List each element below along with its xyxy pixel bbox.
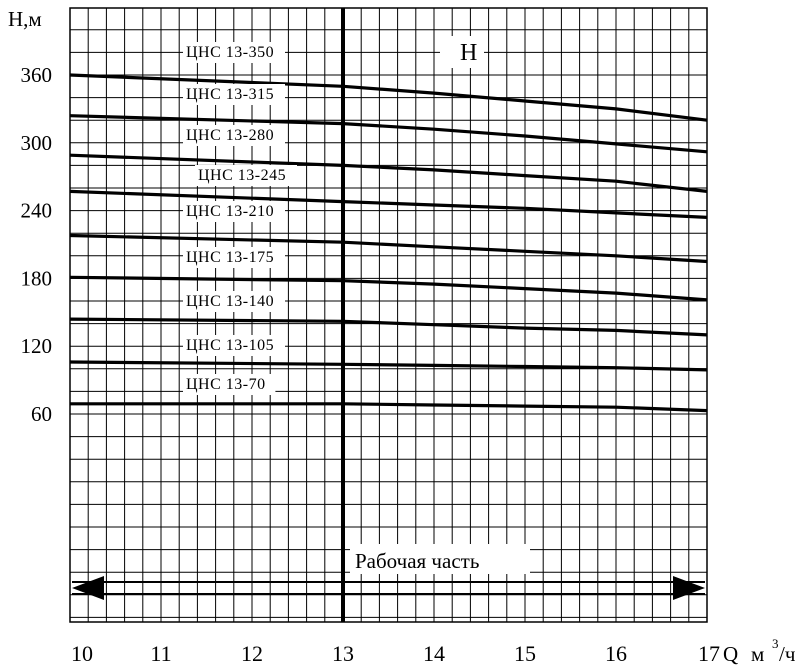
curve-label-bg <box>183 42 285 63</box>
x-tick-label: 17 <box>698 641 720 666</box>
head-curve <box>69 233 708 264</box>
curve-label-bg <box>183 291 285 312</box>
curve-label: ЦНС 13-280 <box>186 127 274 144</box>
curve-label-bg <box>183 84 285 105</box>
range-label-bg <box>350 544 530 574</box>
curve-title: H <box>460 40 477 66</box>
x-tick-label: 11 <box>150 641 171 666</box>
x-axis-label: Q м 3 /ч <box>723 636 796 666</box>
curve-label: ЦНС 13-210 <box>186 203 274 220</box>
curve-label-bg <box>183 335 285 356</box>
y-tick-label: 60 <box>31 402 52 426</box>
curve-title-bg <box>440 36 484 68</box>
curve-label: ЦНС 13-315 <box>186 86 274 103</box>
curve-label: ЦНС 13-70 <box>186 376 266 393</box>
x-axis-label-q: Q <box>723 642 738 666</box>
x-tick-label: 12 <box>241 641 263 666</box>
x-tick-label: 10 <box>71 641 93 666</box>
curve-label-bg <box>183 201 285 222</box>
plot-frame <box>69 7 708 623</box>
curve-label-bg <box>183 247 285 268</box>
x-axis-label-exp: 3 <box>772 636 779 651</box>
y-axis-label: H,м <box>8 7 42 31</box>
head-curves <box>69 73 708 413</box>
head-curve <box>69 275 708 302</box>
y-tick-label: 240 <box>21 199 53 223</box>
curve-label-bg <box>195 165 297 186</box>
curve-label: ЦНС 13-140 <box>186 293 274 310</box>
head-curve <box>69 360 708 372</box>
y-tick-label: 300 <box>21 131 53 155</box>
curve-label-bg <box>183 374 276 395</box>
range-label: Рабочая часть <box>355 549 479 573</box>
y-tick-label: 360 <box>21 63 53 87</box>
tick-labels: 10 11 12 13 14 15 16 17 60 120 180 240 300 360 <box>21 63 721 666</box>
x-axis-label-tail: /ч <box>779 642 796 666</box>
head-curve <box>69 73 708 122</box>
working-range: Рабочая часть <box>72 544 705 600</box>
x-tick-label: 16 <box>605 641 627 666</box>
head-curve <box>70 402 708 413</box>
y-tick-label: 180 <box>21 266 53 290</box>
curve-label: ЦНС 13-105 <box>186 337 274 354</box>
curve-label: ЦНС 13-245 <box>198 167 286 184</box>
curve-label: ЦНС 13-175 <box>186 249 274 266</box>
x-tick-label: 13 <box>332 641 354 666</box>
head-curve <box>69 189 708 219</box>
y-tick-label: 120 <box>21 334 53 358</box>
x-tick-label: 14 <box>423 641 445 666</box>
range-arrow-right <box>673 576 705 600</box>
head-curve <box>69 153 708 193</box>
x-tick-label: 15 <box>514 641 536 666</box>
head-curve <box>69 114 708 154</box>
range-arrow-left <box>72 576 104 600</box>
grid <box>69 7 708 623</box>
x-axis-label-unit: м <box>751 642 764 666</box>
curve-label: ЦНС 13-350 <box>186 44 274 61</box>
curve-label-bg <box>183 125 285 146</box>
head-curve <box>69 317 708 337</box>
curve-labels: ЦНС 13-350 ЦНС 13-315 ЦНС 13-280 ЦНС 13-245… <box>183 36 484 395</box>
